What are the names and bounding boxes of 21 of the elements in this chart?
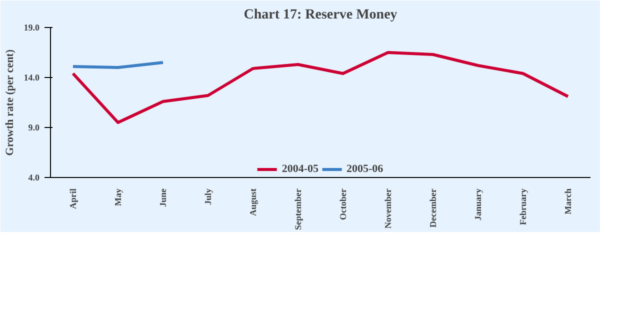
y-tick-label: 14.0 [24, 72, 40, 82]
x-tick-label: June [158, 188, 168, 208]
x-tick-label: January [473, 188, 483, 221]
y-axis-title: Growth rate (per cent) [4, 49, 16, 156]
chart-title: Chart 17: Reserve Money [244, 8, 398, 22]
x-tick-label: May [113, 188, 123, 206]
x-tick-label: October [338, 188, 348, 220]
x-tick-label: February [518, 188, 528, 225]
x-tick-label: April [68, 188, 78, 209]
y-tick-label: 19.0 [24, 22, 40, 32]
x-tick-label: July [203, 188, 213, 206]
y-tick-label: 9.0 [28, 122, 40, 132]
x-tick-label: August [248, 188, 258, 216]
x-tick-label: November [383, 188, 393, 228]
line-series [72, 51, 570, 124]
legend-label: 2005-06 [346, 163, 384, 175]
y-tick-label: 4.0 [28, 172, 40, 182]
legend-label: 2004-05 [282, 163, 318, 175]
x-tick-label: December [428, 188, 438, 228]
x-tick-label: September [293, 188, 303, 230]
x-tick-label: March [563, 188, 573, 214]
